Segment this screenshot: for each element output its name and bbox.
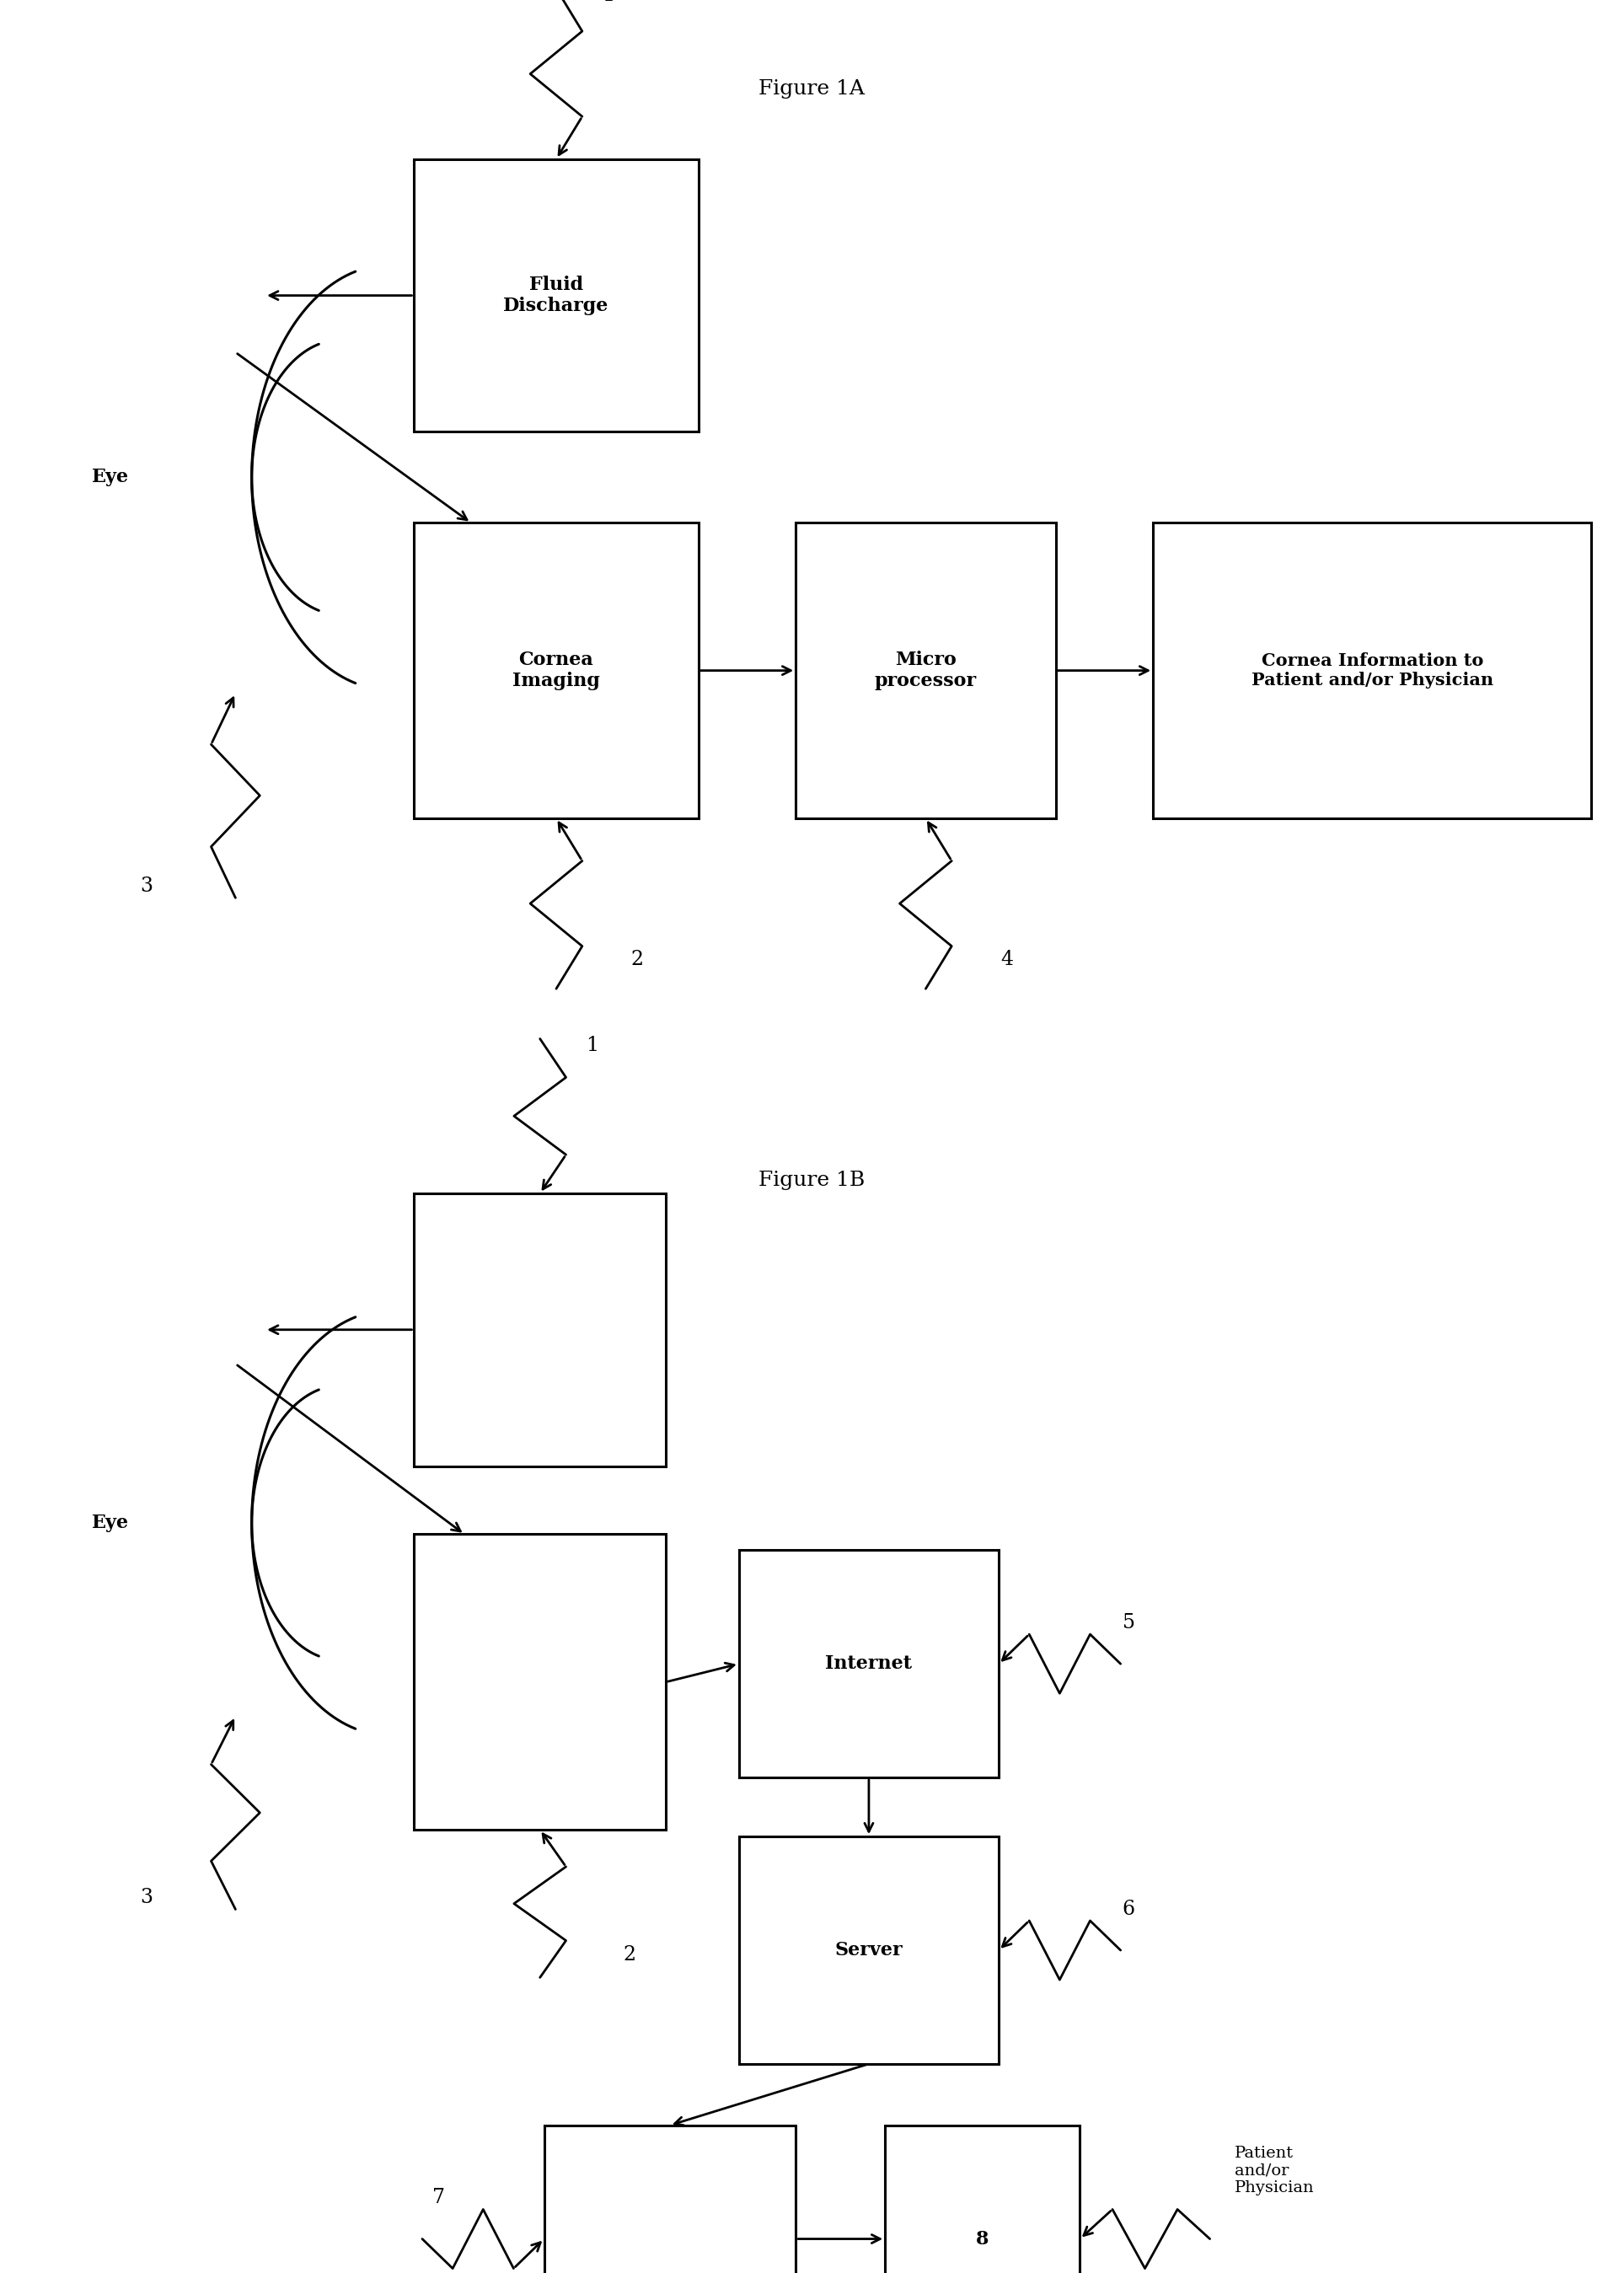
Text: 7: 7 (432, 2189, 445, 2207)
Bar (796, 523, 1056, 818)
Text: 3: 3 (140, 1889, 153, 1907)
Text: Patient
and/or
Physician: Patient and/or Physician (1234, 2146, 1314, 2196)
Text: 3: 3 (140, 877, 153, 896)
Text: Figure 1A: Figure 1A (758, 80, 866, 100)
Bar (414, 159, 698, 432)
Text: 4: 4 (1000, 950, 1013, 968)
Bar (739, 1837, 999, 2064)
Text: 1: 1 (603, 0, 614, 5)
Text: Internet: Internet (825, 1655, 913, 1673)
Bar (544, 2125, 796, 2273)
Text: Cornea Information to
Patient and/or Physician: Cornea Information to Patient and/or Phy… (1250, 652, 1494, 689)
Bar (1153, 523, 1592, 818)
Text: Eye: Eye (93, 1514, 128, 1532)
Text: 8: 8 (976, 2230, 989, 2248)
Text: 2: 2 (632, 950, 643, 968)
Bar (885, 2125, 1080, 2273)
Text: Cornea
Imaging: Cornea Imaging (513, 650, 599, 691)
Text: Fluid
Discharge: Fluid Discharge (503, 275, 609, 316)
Text: 6: 6 (1122, 1900, 1135, 1918)
Text: 1: 1 (586, 1036, 598, 1055)
Text: 5: 5 (1122, 1614, 1135, 1632)
Text: Eye: Eye (93, 468, 128, 486)
Bar (414, 1193, 666, 1466)
Bar (414, 1534, 666, 1830)
Bar (739, 1550, 999, 1777)
Bar (414, 523, 698, 818)
Text: Server: Server (835, 1941, 903, 1959)
Text: Micro
processor: Micro processor (875, 650, 976, 691)
Text: Figure 1B: Figure 1B (758, 1171, 866, 1191)
Text: 2: 2 (624, 1946, 635, 1964)
